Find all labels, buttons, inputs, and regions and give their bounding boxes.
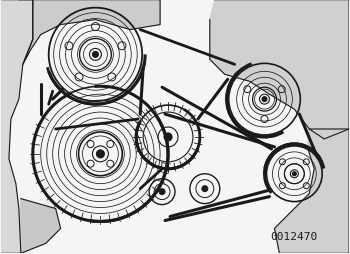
- Text: 0012470: 0012470: [271, 231, 318, 241]
- Circle shape: [159, 189, 165, 195]
- Circle shape: [97, 150, 104, 158]
- Circle shape: [202, 186, 208, 192]
- Circle shape: [292, 172, 296, 176]
- Polygon shape: [274, 130, 349, 253]
- Polygon shape: [1, 1, 33, 253]
- Polygon shape: [210, 1, 349, 139]
- Polygon shape: [21, 199, 61, 253]
- Circle shape: [262, 97, 267, 102]
- Polygon shape: [19, 1, 160, 65]
- Circle shape: [92, 52, 98, 58]
- Circle shape: [164, 133, 172, 141]
